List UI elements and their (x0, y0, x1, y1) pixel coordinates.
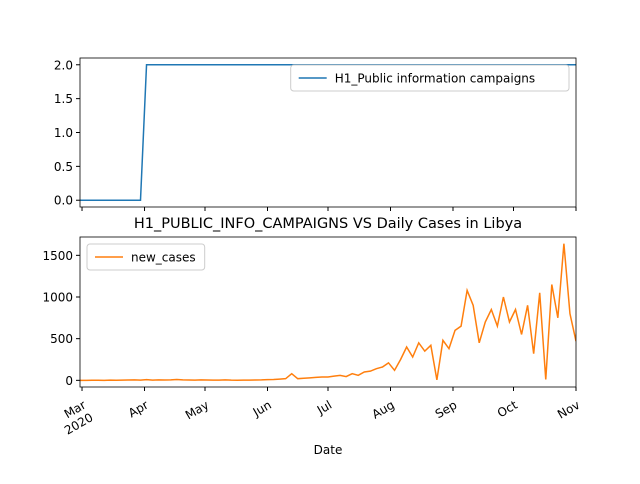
x-tick-label-line: Apr (126, 398, 151, 421)
legend-box (290, 64, 570, 92)
y-tick-label: 0.5 (54, 160, 73, 174)
y-tick-label: 2.0 (54, 58, 73, 72)
y-tick-label: 0.0 (54, 194, 73, 208)
y-tick-label: 1500 (42, 249, 73, 263)
x-tick-label: Jun (250, 398, 274, 420)
x-tick-label: Oct (495, 398, 520, 421)
x-tick-label: Nov (555, 398, 582, 422)
x-tick-label: Jul (314, 398, 334, 418)
x-tick-label: May (183, 398, 211, 423)
x-tick-label-line: Jul (314, 398, 334, 418)
x-tick-label-line: Nov (555, 398, 582, 422)
y-tick-label: 500 (50, 332, 73, 346)
x-tick-label-line: Oct (495, 398, 520, 421)
legend-label: H1_Public information campaigns (335, 72, 535, 86)
x-tick-label: Mar2020 (55, 398, 96, 438)
chart-title: H1_PUBLIC_INFO_CAMPAIGNS VS Daily Cases … (134, 216, 522, 232)
x-tick-label: Aug (370, 398, 397, 422)
y-tick-label: 1.0 (54, 126, 73, 140)
y-tick-label: 1000 (42, 291, 73, 305)
data-line (80, 243, 576, 382)
x-tick-label-line: Sep (433, 398, 460, 421)
x-tick-label-line: Jun (250, 398, 274, 420)
x-axis-label: Date (314, 443, 343, 457)
y-tick-label: 1.5 (54, 92, 73, 106)
axes-frame (79, 236, 577, 388)
x-tick-label: Apr (126, 398, 151, 421)
legend-label: new_cases (131, 251, 196, 265)
x-tick-label-line: May (183, 398, 211, 423)
x-tick-label: Sep (433, 398, 460, 421)
axes-frame (79, 57, 577, 208)
x-tick-label-line: Aug (370, 398, 397, 422)
legend-box (86, 243, 206, 271)
y-tick-label: 0 (65, 374, 73, 388)
